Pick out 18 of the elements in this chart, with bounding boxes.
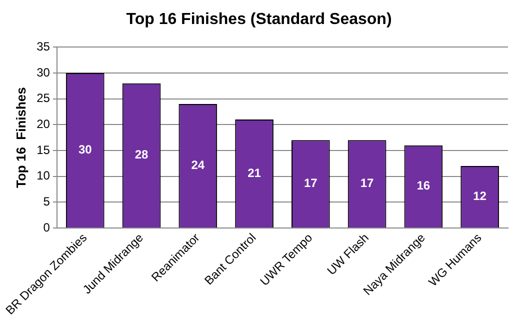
y-tick-label: 15 bbox=[36, 142, 50, 157]
y-tick-label: 25 bbox=[36, 91, 50, 106]
y-tick-label: 0 bbox=[43, 220, 50, 234]
y-tick-label: 5 bbox=[43, 194, 50, 208]
y-tick-label: 10 bbox=[36, 168, 50, 183]
data-label: 12 bbox=[473, 189, 487, 204]
y-axis-title: Top 16 Finishes bbox=[13, 87, 28, 188]
y-tick-label: 30 bbox=[36, 65, 50, 80]
data-label: 17 bbox=[360, 176, 374, 190]
data-label: 28 bbox=[134, 148, 149, 162]
data-label: 16 bbox=[416, 178, 430, 193]
data-label: 21 bbox=[248, 166, 262, 180]
data-label: 24 bbox=[191, 158, 205, 172]
y-tick-label: 20 bbox=[36, 116, 50, 131]
data-label: 30 bbox=[78, 142, 92, 157]
chart-title: Top 16 Finishes (Standard Season) bbox=[126, 11, 392, 28]
data-label: 17 bbox=[304, 176, 318, 190]
y-tick-label: 35 bbox=[36, 40, 50, 54]
